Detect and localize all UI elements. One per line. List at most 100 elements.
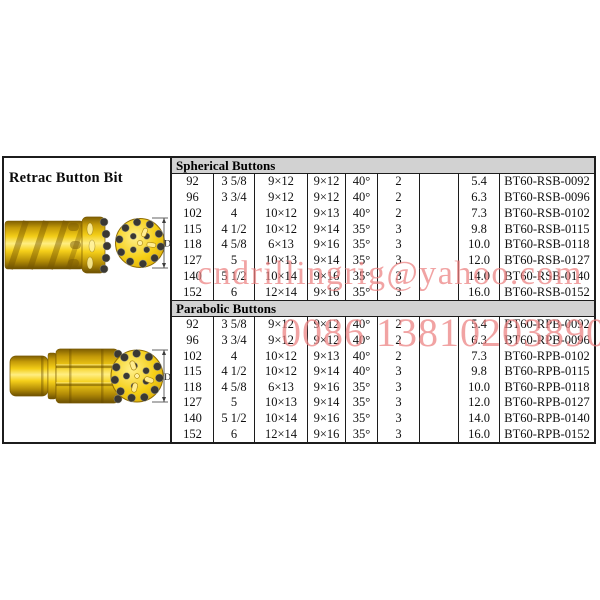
table-cell: BT60-RSB-0096 xyxy=(504,190,590,205)
table-cell xyxy=(420,252,459,269)
dimension-line xyxy=(152,217,168,269)
table-cell: BT60-RSB-0140 xyxy=(504,268,590,283)
table-cell: 14.0 xyxy=(459,268,500,285)
table-cell: BT60-RPB-0115 xyxy=(504,364,590,379)
table-cell: 9×13 xyxy=(308,205,346,222)
table-cell: 3 xyxy=(378,379,420,396)
table-cell: 92 xyxy=(172,174,214,190)
table-cell: 4 xyxy=(214,205,255,222)
table-cell: BT60-RSB-0092 xyxy=(504,174,590,189)
table-cell: 9.8 xyxy=(459,363,500,380)
table-row: 102 4 10×12 9×13 40° 2 7.3 BT60-RSB-0102 xyxy=(172,205,594,222)
table-cell: 35° xyxy=(346,237,378,253)
table-cell: 7.3 xyxy=(459,205,500,222)
table-cell: 3 xyxy=(378,237,420,253)
table-cell: 152 xyxy=(172,426,214,442)
table-row: 115 4 1/2 10×12 9×14 35° 3 9.8 BT60-RSB-0115 xyxy=(172,221,594,237)
table-cell: 40° xyxy=(346,189,378,206)
table-cell: 9.8 xyxy=(459,221,500,237)
table-cell: 12×14 xyxy=(255,284,308,300)
table-row: 152 6 12×14 9×16 35° 3 16.0 BT60-RSB-0152 xyxy=(172,284,594,300)
table-cell: BT60-RPB-0127 xyxy=(504,395,590,410)
table-cell: 10.0 xyxy=(459,237,500,253)
table-cell xyxy=(420,426,459,442)
table-cell: 3 xyxy=(378,410,420,427)
table-cell: 40° xyxy=(346,332,378,349)
table-row: 102 4 10×12 9×13 40° 2 7.3 BT60-RPB-0102 xyxy=(172,348,594,364)
spec-table: Retrac Button Bit xyxy=(2,156,596,444)
table-cell: 4 5/8 xyxy=(214,379,255,396)
table-cell: 35° xyxy=(346,379,378,396)
table-cell: 2 xyxy=(378,317,420,333)
table-cell: 2 xyxy=(378,348,420,364)
table-row: 115 4 1/2 10×12 9×14 40° 3 9.8 BT60-RPB-0115 xyxy=(172,363,594,380)
table-cell: 6.3 xyxy=(459,332,500,349)
table-cell: 5 1/2 xyxy=(214,410,255,427)
table-cell: BT60-RSB-0152 xyxy=(504,284,590,299)
table-cell: BT60-RSB-0118 xyxy=(504,237,590,252)
table-cell: 40° xyxy=(346,317,378,333)
table-cell: 6.3 xyxy=(459,189,500,206)
table-cell: 12.0 xyxy=(459,395,500,411)
table-cell: 2 xyxy=(378,189,420,206)
table-cell: 4 1/2 xyxy=(214,221,255,237)
table-cell: 10×14 xyxy=(255,410,308,427)
table-cell: 12×14 xyxy=(255,426,308,442)
table-cell: 102 xyxy=(172,348,214,364)
table-row: 96 3 3/4 9×12 9×12 40° 2 6.3 BT60-RSB-0096 xyxy=(172,189,594,206)
table-cell: 127 xyxy=(172,252,214,269)
spherical-bit-image: D xyxy=(4,216,171,274)
table-cell: 3 5/8 xyxy=(214,317,255,333)
table-cell: 4 xyxy=(214,348,255,364)
table-section: Parabolic Buttons 92 3 5/8 9×12 9×12 40° 2 5.4 B… xyxy=(172,300,594,442)
table-cell: 118 xyxy=(172,379,214,396)
table-cell: BT60-RPB-0140 xyxy=(504,411,590,426)
table-cell xyxy=(420,317,459,333)
table-cell xyxy=(420,332,459,349)
table-cell: 140 xyxy=(172,268,214,285)
table-row: 118 4 5/8 6×13 9×16 35° 3 10.0 BT60-RPB-0118 xyxy=(172,379,594,396)
table-cell: 115 xyxy=(172,221,214,237)
table-cell: BT60-RSB-0102 xyxy=(504,205,590,220)
table-cell: 10×12 xyxy=(255,348,308,364)
table-cell: 9×14 xyxy=(308,221,346,237)
table-cell xyxy=(420,237,459,253)
table-cell: 9×12 xyxy=(255,332,308,349)
table-row: 92 3 5/8 9×12 9×12 40° 2 5.4 BT60-RSB-0092 xyxy=(172,174,594,190)
table-cell: 12.0 xyxy=(459,252,500,269)
table-cell: BT60-RPB-0092 xyxy=(504,317,590,332)
table-cell: 10×14 xyxy=(255,268,308,285)
table-cell: 140 xyxy=(172,410,214,427)
table-cell: 9×16 xyxy=(308,426,346,442)
table-cell: 5 xyxy=(214,395,255,411)
table-cell xyxy=(420,395,459,411)
table-cell: 9×13 xyxy=(308,348,346,364)
parabolic-bit-image: D xyxy=(9,348,171,404)
table-row: 127 5 10×13 9×14 35° 3 12.0 BT60-RPB-0127 xyxy=(172,395,594,411)
table-cell: BT60-RPB-0152 xyxy=(504,426,590,441)
table-row: 127 5 10×13 9×14 35° 3 12.0 BT60-RSB-0127 xyxy=(172,252,594,269)
table-cell: 4 1/2 xyxy=(214,363,255,380)
table-cell: BT60-RSB-0127 xyxy=(504,253,590,268)
table-cell: 16.0 xyxy=(459,284,500,300)
table-cell: 9×12 xyxy=(255,174,308,190)
table-cell: 14.0 xyxy=(459,410,500,427)
table-row: 96 3 3/4 9×12 9×12 40° 2 6.3 BT60-RPB-0096 xyxy=(172,332,594,349)
table-cell: BT60-RPB-0118 xyxy=(504,379,590,394)
table-cell: 40° xyxy=(346,348,378,364)
table-cell: 10×12 xyxy=(255,363,308,380)
table-cell: 16.0 xyxy=(459,426,500,442)
table-cell: 9×12 xyxy=(308,174,346,190)
table-cell: 3 xyxy=(378,252,420,269)
table-row: 92 3 5/8 9×12 9×12 40° 2 5.4 BT60-RPB-0092 xyxy=(172,317,594,333)
table-row: 140 5 1/2 10×14 9×16 35° 3 14.0 BT60-RPB-0140 xyxy=(172,410,594,427)
section-title: Parabolic Buttons xyxy=(172,300,594,317)
spec-table-sections: Spherical Buttons 92 3 5/8 9×12 9×12 40° 2 5.4 B… xyxy=(172,158,594,442)
table-cell: 5 xyxy=(214,252,255,269)
table-cell: 9×14 xyxy=(308,395,346,411)
table-cell: 3 xyxy=(378,426,420,442)
table-cell: 3 xyxy=(378,395,420,411)
table-cell: 10×13 xyxy=(255,395,308,411)
table-cell: 10.0 xyxy=(459,379,500,396)
table-cell: 6 xyxy=(214,426,255,442)
